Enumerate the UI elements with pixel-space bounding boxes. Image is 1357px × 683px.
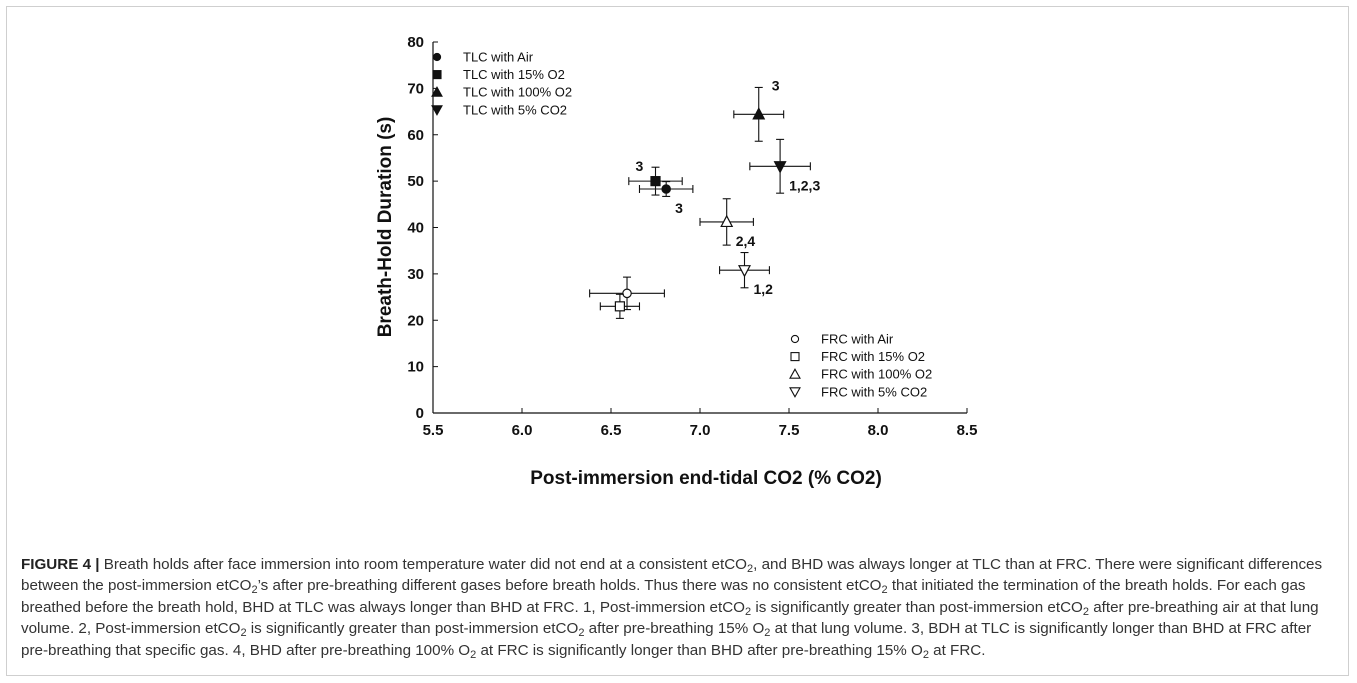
point-tlc-with-100-o2: 3: [733, 77, 785, 142]
legend-top-left: TLC with Air TLC with 15% O2 TLC with 100%…: [431, 50, 572, 117]
chart-legends: TLC with Air TLC with 15% O2 TLC with 100%…: [431, 50, 932, 399]
legend-label: TLC with Air: [463, 50, 534, 65]
caption-text: Breath holds after face immersion into r…: [21, 556, 1323, 661]
x-tick-label: 8.0: [868, 422, 889, 439]
legend-item-tlc-with-15-o2: TLC with 15% O2: [432, 67, 565, 82]
legend-label: FRC with 5% CO2: [821, 384, 927, 399]
y-tick-label: 10: [407, 359, 424, 376]
chart-axes: 5.5 6.0 6.5 7.0 7.5 8.0 8.5 0 10 20 30 40 50 60 70 80: [407, 34, 977, 439]
x-axis-label: Post-immersion end-tidal CO2 (% CO2): [530, 468, 882, 489]
caption-label: FIGURE 4 |: [21, 556, 100, 573]
legend-item-frc-with-15-o2: FRC with 15% O2: [790, 349, 925, 364]
data-label: 1,2: [754, 281, 774, 297]
legend-label: FRC with 100% O2: [821, 367, 932, 382]
data-label: 2,4: [736, 233, 756, 249]
data-point-marker: [738, 265, 751, 278]
y-axis-label: Breath-Hold Duration (s): [375, 117, 396, 338]
point-frc-with-15-o2: [599, 293, 641, 319]
legend-label: FRC with Air: [821, 332, 894, 347]
legend-marker: [432, 70, 442, 80]
y-tick-label: 50: [407, 173, 424, 190]
point-tlc-with-air: 3: [638, 181, 694, 216]
point-tlc-with-5-co2: 1,2,3: [749, 138, 820, 194]
data-point-marker: [773, 161, 787, 174]
legend-item-tlc-with-100-o2: TLC with 100% O2: [431, 85, 572, 100]
point-frc-with-air: [589, 276, 665, 311]
x-tick-label: 7.5: [779, 422, 800, 439]
legend-label: TLC with 15% O2: [463, 67, 565, 82]
legend-marker: [431, 105, 443, 116]
y-tick-label: 60: [407, 127, 424, 144]
legend-marker: [431, 86, 443, 97]
legend-marker: [789, 368, 801, 379]
data-point-marker: [661, 184, 671, 194]
data-point-marker: [720, 214, 734, 228]
legend-label: TLC with 5% CO2: [463, 102, 567, 117]
y-tick-label: 30: [407, 266, 424, 283]
legend-label: TLC with 100% O2: [463, 85, 572, 100]
data-point-marker: [650, 176, 661, 187]
legend-item-frc-with-5-co2: FRC with 5% CO2: [789, 384, 927, 399]
scatter-chart: 5.5 6.0 6.5 7.0 7.5 8.0 8.5 0 10 20 30 40 50 60 70 80 3…: [375, 34, 977, 489]
x-tick-label: 7.0: [690, 422, 711, 439]
data-point-marker: [622, 288, 632, 299]
figure-caption: FIGURE 4 | Breath holds after face immer…: [21, 554, 1339, 661]
legend-bottom-right: FRC with Air FRC with 15% O2 FRC with 100%…: [789, 332, 932, 399]
y-tick-label: 0: [416, 405, 424, 422]
data-label: 3: [772, 77, 780, 93]
y-tick-label: 20: [407, 312, 424, 329]
y-tick-label: 80: [407, 34, 424, 51]
x-tick-label: 6.5: [601, 422, 622, 439]
legend-item-frc-with-100-o2: FRC with 100% O2: [789, 367, 932, 382]
data-point-marker: [614, 301, 626, 312]
legend-marker: [789, 387, 801, 398]
x-tick-label: 8.5: [957, 422, 978, 439]
point-frc-with-5-co2: 1,2: [719, 251, 774, 297]
chart-marks: 3 3 3 1,2,3 2,4 1,2: [589, 77, 820, 319]
legend-item-tlc-with-air: TLC with Air: [432, 50, 534, 65]
x-tick-label: 6.0: [512, 422, 533, 439]
legend-item-frc-with-air: FRC with Air: [790, 332, 894, 347]
point-tlc-with-15-o2: 3: [628, 158, 683, 196]
point-frc-with-100-o2: 2,4: [699, 198, 756, 249]
data-point-marker: [752, 107, 766, 120]
data-label: 3: [675, 200, 683, 216]
x-tick-label: 5.5: [423, 422, 444, 439]
data-label: 1,2,3: [789, 177, 820, 193]
y-tick-label: 40: [407, 220, 424, 237]
legend-item-tlc-with-5-co2: TLC with 5% CO2: [431, 102, 567, 117]
figure-frame: [6, 6, 1349, 676]
data-label: 3: [636, 158, 644, 174]
legend-label: FRC with 15% O2: [821, 349, 925, 364]
legend-marker: [790, 352, 800, 362]
legend-marker: [790, 334, 800, 344]
legend-marker: [432, 52, 442, 62]
y-tick-label: 70: [407, 80, 424, 97]
